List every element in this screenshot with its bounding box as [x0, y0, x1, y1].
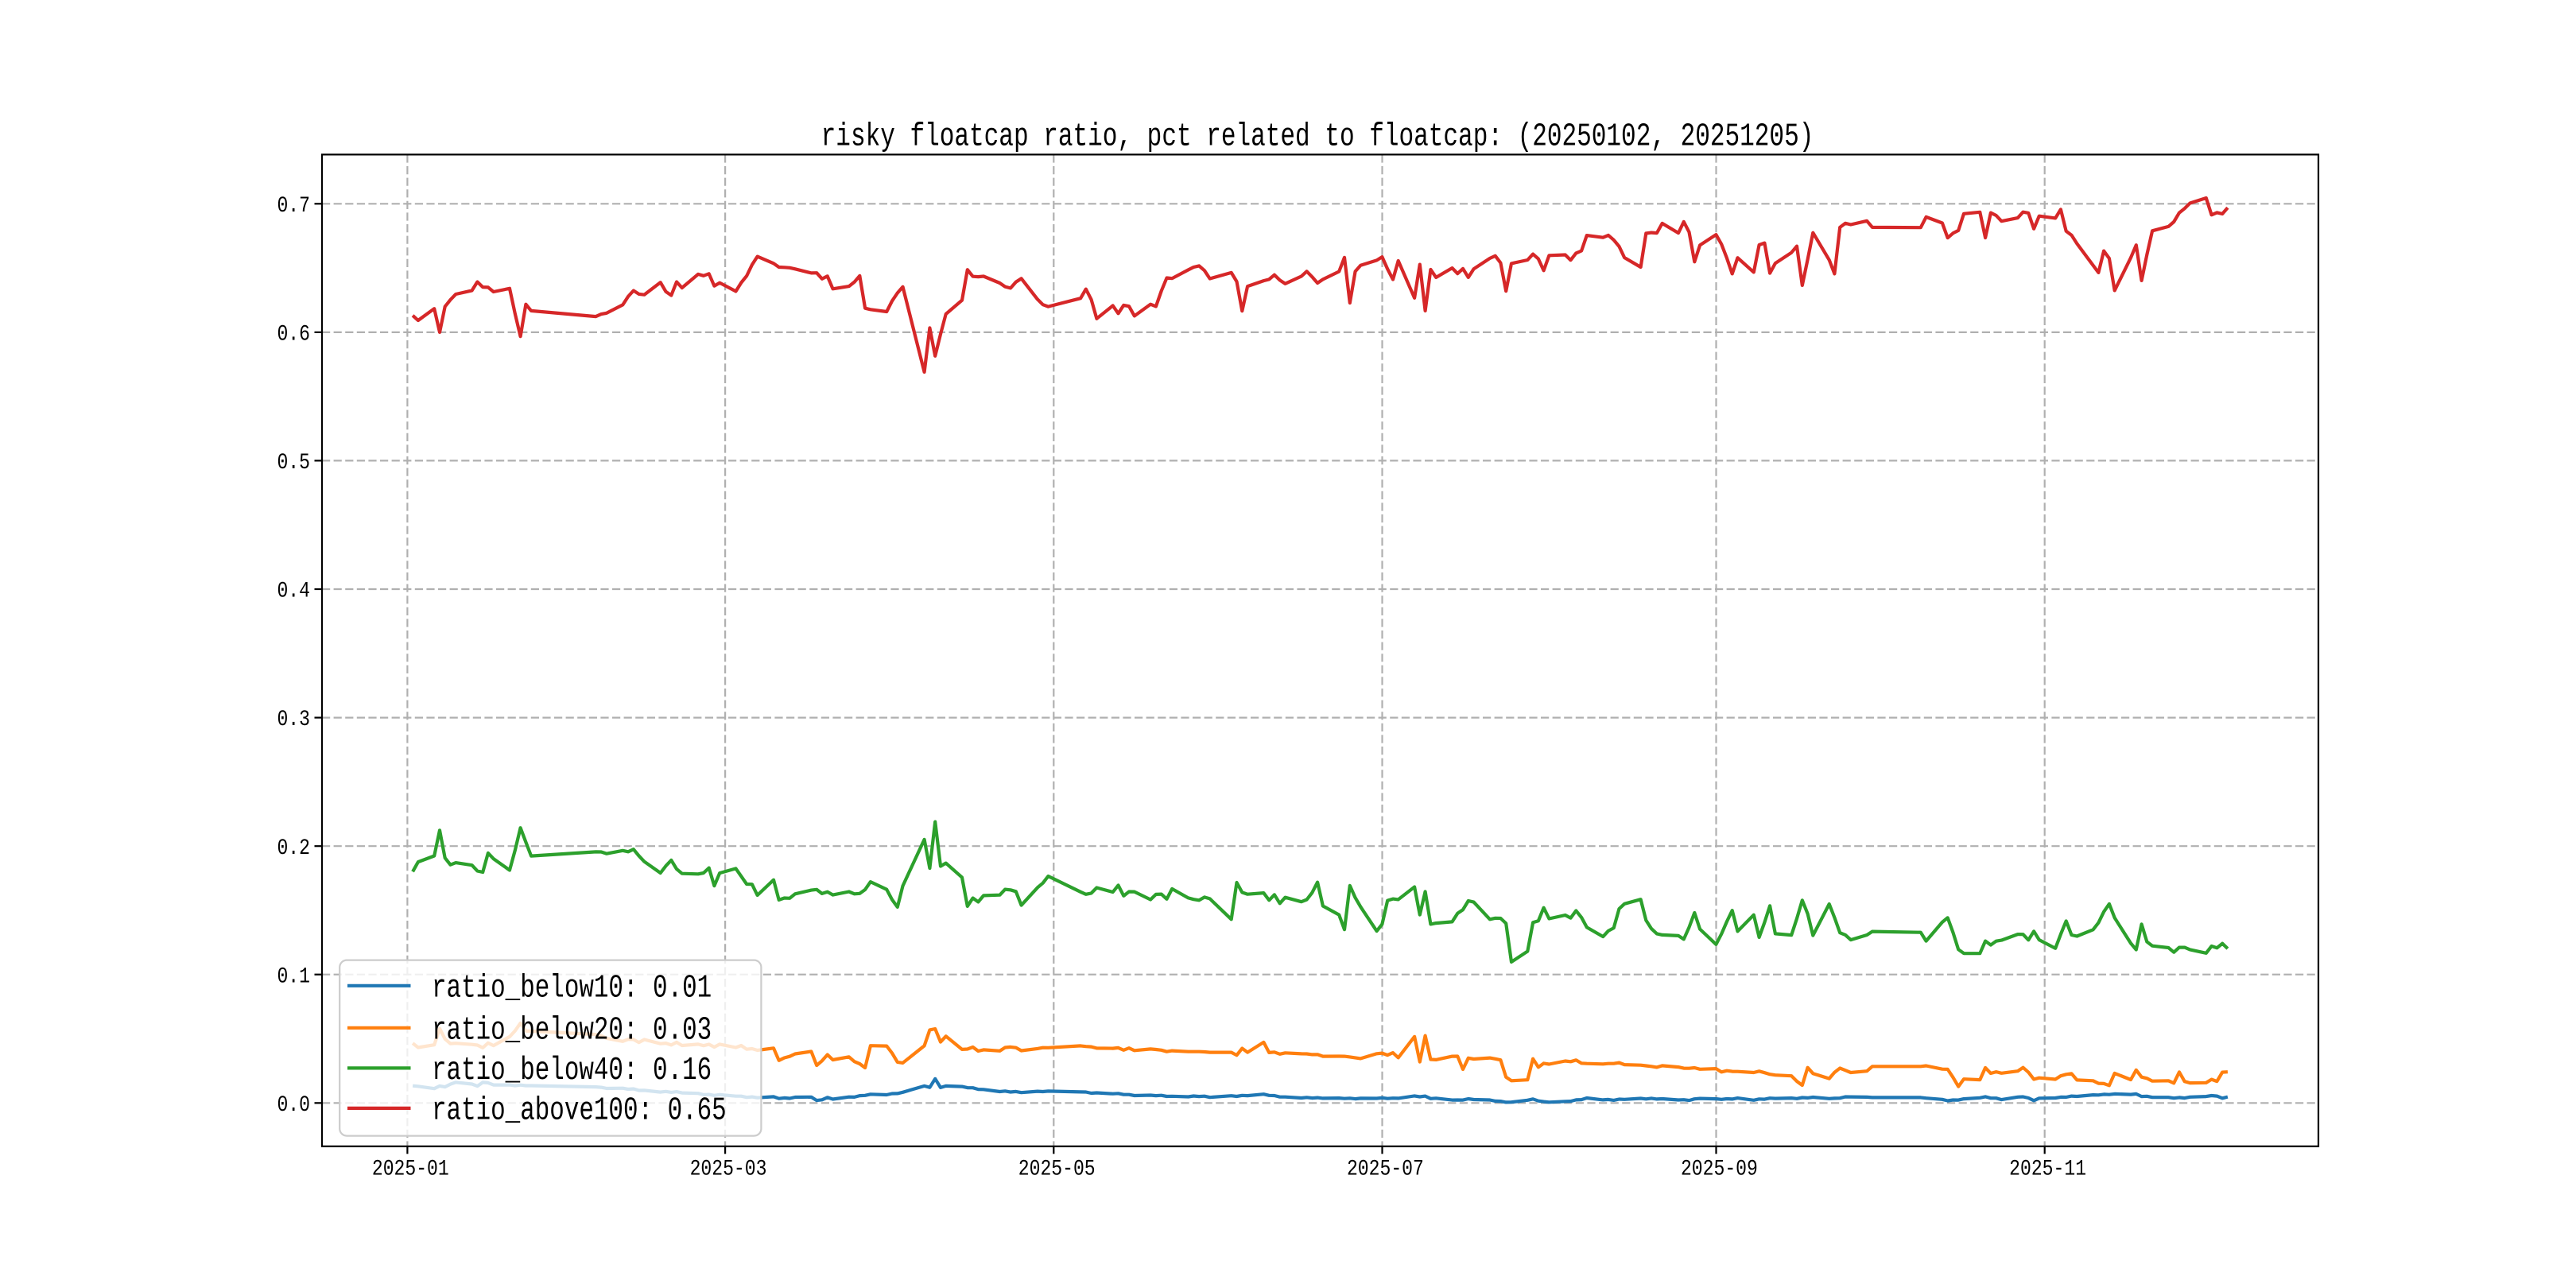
svg-text:0.5: 0.5 — [277, 450, 310, 475]
svg-text:0.4: 0.4 — [277, 579, 310, 603]
svg-text:ratio_above100: 0.65: ratio_above100: 0.65 — [432, 1092, 727, 1129]
svg-text:0.6: 0.6 — [277, 322, 310, 347]
svg-text:2025-05: 2025-05 — [1018, 1157, 1096, 1181]
svg-text:ratio_below40: 0.16: ratio_below40: 0.16 — [432, 1052, 712, 1088]
svg-text:ratio_below20: 0.03: ratio_below20: 0.03 — [432, 1012, 712, 1049]
svg-text:2025-09: 2025-09 — [1681, 1157, 1758, 1181]
svg-text:2025-07: 2025-07 — [1347, 1157, 1424, 1181]
svg-text:0.3: 0.3 — [277, 707, 310, 731]
svg-text:2025-11: 2025-11 — [2009, 1157, 2086, 1181]
svg-text:0.2: 0.2 — [277, 836, 310, 860]
svg-text:0.0: 0.0 — [277, 1092, 310, 1117]
svg-text:0.1: 0.1 — [277, 964, 310, 989]
svg-text:2025-03: 2025-03 — [690, 1157, 767, 1181]
svg-text:ratio_below10: 0.01: ratio_below10: 0.01 — [432, 970, 712, 1007]
svg-text:0.7: 0.7 — [277, 193, 310, 218]
svg-text:risky floatcap ratio, pct rela: risky floatcap ratio, pct related to flo… — [821, 118, 1814, 155]
svg-text:2025-01: 2025-01 — [372, 1157, 449, 1181]
